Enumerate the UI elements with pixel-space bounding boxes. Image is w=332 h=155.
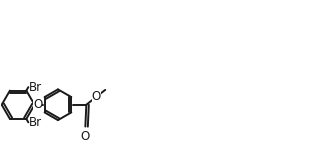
Text: O: O [92, 90, 101, 103]
Text: Br: Br [29, 81, 42, 94]
Text: Br: Br [29, 116, 42, 129]
Text: O: O [81, 130, 90, 143]
Text: O: O [33, 98, 42, 111]
